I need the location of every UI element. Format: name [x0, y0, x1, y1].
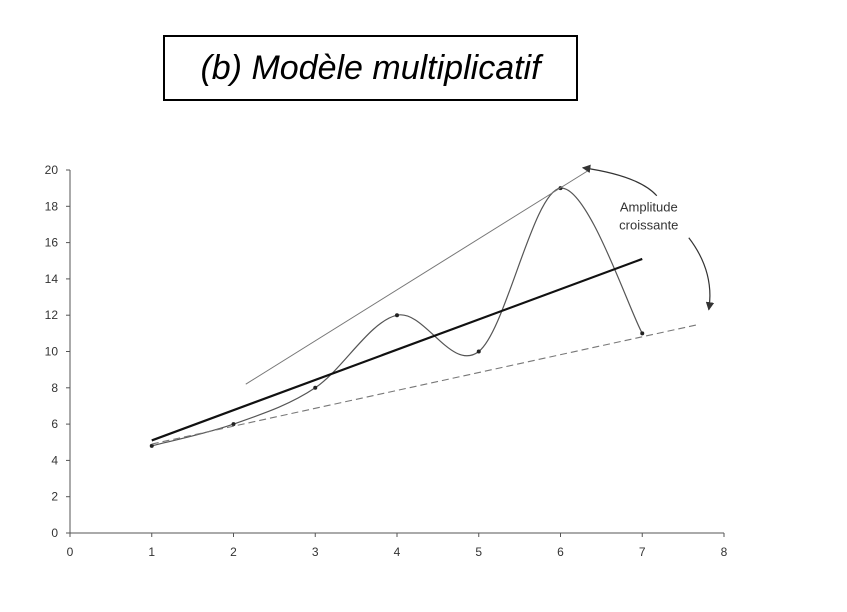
y-tick-label: 10: [45, 345, 59, 359]
x-tick-label: 6: [557, 545, 564, 559]
y-tick-label: 12: [45, 308, 59, 322]
x-tick-label: 7: [639, 545, 646, 559]
annotation-layer: Amplitude croissante: [581, 164, 715, 311]
data-point: [313, 385, 318, 390]
x-tick-label: 2: [230, 545, 237, 559]
chart-title-box: (b) Modèle multiplicatif: [163, 35, 578, 101]
y-tick-label: 16: [45, 236, 59, 250]
trend-line: [151, 257, 643, 442]
x-tick-label: 0: [67, 545, 74, 559]
y-tick-label: 14: [45, 272, 59, 286]
y-tick-label: 4: [51, 453, 58, 467]
data-point: [395, 313, 399, 318]
x-tick-label: 5: [475, 545, 482, 559]
x-tick-label: 8: [721, 545, 728, 559]
y-tick-label: 18: [45, 199, 59, 213]
x-tick-label: 4: [394, 545, 401, 559]
series-layer: [149, 169, 700, 448]
annotation-text: croissante: [619, 218, 678, 233]
annotation-arrow-down: [688, 237, 715, 311]
y-tick-label: 2: [51, 490, 58, 504]
data-point: [231, 422, 236, 427]
data-point: [640, 331, 645, 336]
y-tick-label: 8: [51, 381, 58, 395]
y-tick-label: 20: [45, 163, 59, 177]
annotation-arrow-up: [581, 164, 658, 197]
y-tick-label: 6: [51, 417, 58, 431]
data-point: [476, 349, 481, 354]
data-point: [149, 443, 154, 448]
annotation-text: Amplitude: [620, 200, 678, 215]
chart-title: (b) Modèle multiplicatif: [200, 48, 541, 87]
data-series-curve: [151, 187, 643, 447]
x-tick-label: 3: [312, 545, 319, 559]
upper-envelope-line: [245, 169, 590, 385]
y-tick-label: 0: [51, 526, 58, 540]
lower-envelope-line: [151, 323, 700, 445]
x-tick-label: 1: [148, 545, 155, 559]
